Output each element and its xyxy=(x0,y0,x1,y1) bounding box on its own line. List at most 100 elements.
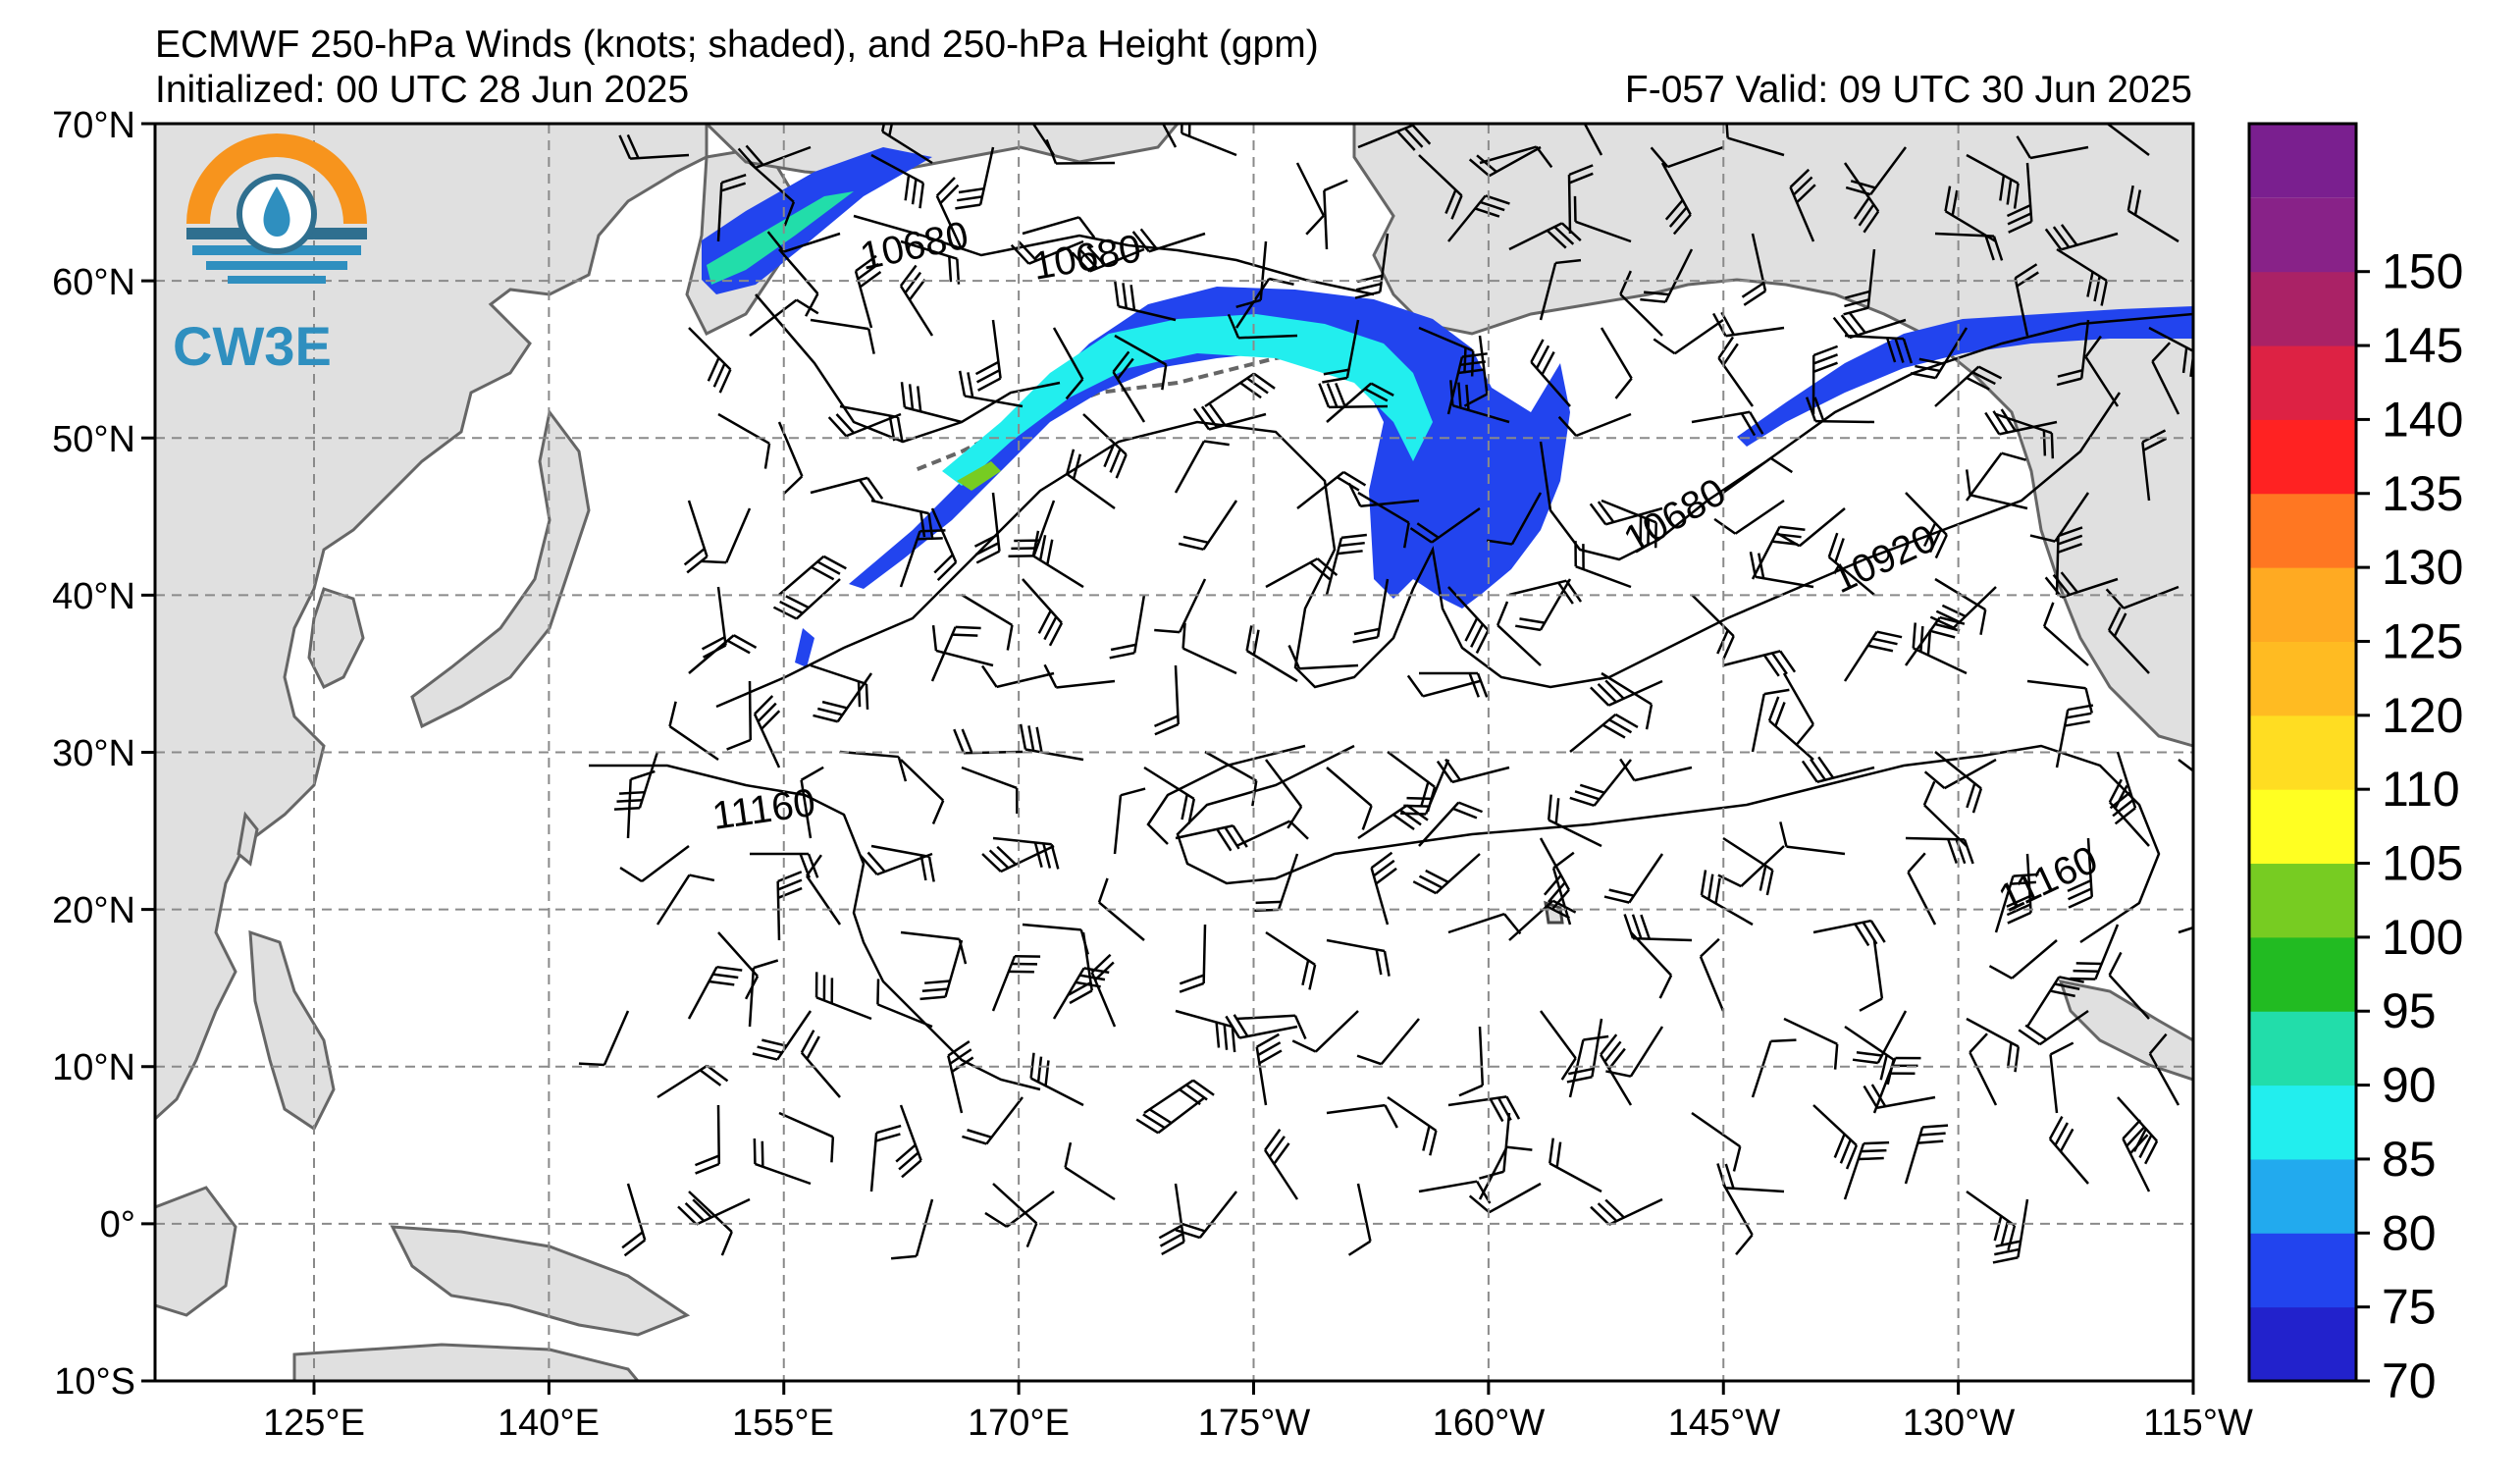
wind-barb xyxy=(1640,248,1694,303)
wind-barb xyxy=(1619,758,1693,782)
wind-barb xyxy=(619,844,690,883)
wind-barb xyxy=(1779,821,1846,856)
wind-barb xyxy=(1418,154,1463,220)
wind-barb xyxy=(1225,1014,1298,1039)
wind-barb xyxy=(961,593,1014,651)
wind-barb xyxy=(1265,759,1303,829)
wind-barb xyxy=(1436,758,1510,784)
wind-barb xyxy=(1922,780,1968,847)
wind-barb xyxy=(1326,767,1373,830)
wind-barb xyxy=(1721,1183,1754,1255)
wind-barb xyxy=(1295,162,1325,236)
wind-barb xyxy=(1174,440,1230,494)
wind-barbs xyxy=(578,124,2193,1264)
wind-barb xyxy=(1447,913,1522,935)
wind-barb xyxy=(1326,1103,1398,1129)
wind-barb xyxy=(1530,339,1571,407)
wind-barb xyxy=(2029,492,2090,543)
wind-barb xyxy=(1863,1084,1936,1109)
wind-barb xyxy=(992,1183,1038,1248)
wind-barb xyxy=(1590,679,1663,707)
wind-barb xyxy=(1789,168,1816,242)
wind-barb xyxy=(1090,953,1117,1028)
lat-label: 60°N xyxy=(52,262,135,303)
wind-barb xyxy=(1235,820,1309,848)
wind-barb xyxy=(1623,914,1693,942)
wind-barb xyxy=(1843,630,1903,682)
wind-barb xyxy=(1418,671,1489,698)
wind-barb xyxy=(1910,327,1969,380)
wind-barb xyxy=(1934,751,1983,814)
wind-barb xyxy=(772,578,841,620)
wind-barb xyxy=(687,965,743,1020)
wind-barb xyxy=(810,476,884,502)
wind-barb xyxy=(1227,313,1298,340)
wind-barb xyxy=(1064,1141,1116,1201)
wind-barb xyxy=(1603,853,1664,904)
wind-barb xyxy=(900,759,945,825)
wind-barb xyxy=(1767,696,1814,761)
wind-barb xyxy=(656,1064,729,1099)
wind-barb xyxy=(749,298,819,337)
wind-barb xyxy=(1508,579,1583,605)
wind-barb xyxy=(1245,625,1298,683)
wind-barb xyxy=(2016,135,2089,160)
wind-barb xyxy=(1066,449,1116,510)
wind-barb xyxy=(1843,162,1880,234)
wind-barb xyxy=(1318,383,1389,409)
logo-wave-4 xyxy=(228,276,326,284)
wind-barb xyxy=(1357,804,1429,840)
wind-barb xyxy=(839,404,904,443)
wind-barb xyxy=(1113,787,1146,855)
wind-barb xyxy=(1446,352,1488,415)
wind-barb xyxy=(1114,334,1168,391)
wind-barb xyxy=(2105,124,2150,156)
wind-barb xyxy=(1468,1182,1542,1214)
wind-barb xyxy=(2049,1041,2074,1114)
wind-barb xyxy=(1357,124,1432,151)
wind-barb xyxy=(1801,756,1875,783)
wind-barb xyxy=(806,854,842,926)
wind-barb xyxy=(859,851,933,876)
wind-barb xyxy=(1265,930,1317,990)
wind-barb xyxy=(1600,327,1633,399)
wind-barb xyxy=(1496,601,1542,666)
wind-barb xyxy=(1356,1018,1420,1066)
wind-barb xyxy=(1418,801,1484,847)
wind-barb xyxy=(1567,164,1594,235)
lat-label: 30°N xyxy=(52,733,135,774)
wind-barb xyxy=(749,162,796,227)
wind-barb xyxy=(1725,124,1785,157)
wind-barb xyxy=(2148,1033,2180,1106)
wind-barb xyxy=(1811,344,1839,415)
lon-label: 145°W xyxy=(1668,1403,1781,1444)
wind-barb xyxy=(2178,926,2193,934)
wind-barb xyxy=(1370,851,1397,926)
wind-barb xyxy=(1022,578,1064,647)
wind-barb xyxy=(1904,1124,1949,1185)
wind-barb xyxy=(1458,1026,1485,1097)
lat-label: 50°N xyxy=(52,419,135,460)
wind-barb xyxy=(1722,456,1794,495)
valid-time: F-057 Valid: 09 UTC 30 Jun 2025 xyxy=(1624,69,2192,111)
wind-barb xyxy=(2141,429,2168,502)
logo-text: CW3E xyxy=(173,315,332,377)
wind-barb xyxy=(992,836,1060,870)
wind-barb xyxy=(876,979,933,1029)
wind-barb xyxy=(1988,939,2058,980)
lat-label: 10°S xyxy=(54,1361,135,1403)
contour-11160 xyxy=(589,764,1041,1091)
wind-barb xyxy=(870,153,925,209)
wind-barb xyxy=(890,1198,934,1260)
wind-barb xyxy=(1323,179,1348,250)
wind-barb xyxy=(1751,688,1790,753)
wind-barb xyxy=(1114,281,1177,322)
wind-barb xyxy=(899,529,946,588)
wind-barb xyxy=(2018,1009,2089,1046)
wind-barb xyxy=(1843,1140,1890,1200)
wind-barb xyxy=(2105,585,2179,609)
wind-barb xyxy=(677,1197,751,1226)
wind-barb xyxy=(1944,185,1997,243)
wind-barb xyxy=(1601,499,1657,549)
wind-barb xyxy=(1181,124,1237,157)
